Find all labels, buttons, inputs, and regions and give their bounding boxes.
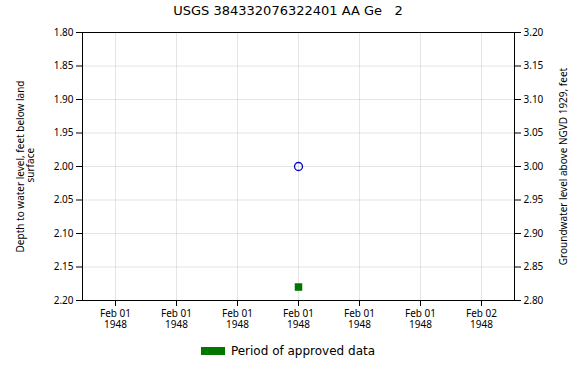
svg-text:1.90: 1.90	[54, 92, 74, 106]
svg-text:Groundwater level above NGVD 1: Groundwater level above NGVD 1929, feet	[556, 67, 570, 265]
svg-text:3.10: 3.10	[524, 92, 544, 106]
svg-text:Feb 011948: Feb 011948	[161, 306, 192, 331]
svg-text:Feb 011948: Feb 011948	[283, 306, 314, 331]
svg-text:3.05: 3.05	[524, 125, 544, 139]
svg-text:2.15: 2.15	[54, 259, 74, 273]
svg-text:Feb 011948: Feb 011948	[344, 306, 375, 331]
svg-text:2.20: 2.20	[54, 293, 74, 307]
svg-text:Feb 021948: Feb 021948	[466, 306, 497, 331]
svg-text:3.00: 3.00	[524, 159, 544, 173]
svg-text:Feb 011948: Feb 011948	[100, 306, 131, 331]
svg-text:2.05: 2.05	[54, 192, 74, 206]
svg-text:3.20: 3.20	[524, 25, 544, 39]
html-text:USGS 384332076322401 AA Ge 2: USGS 384332076322401 AA Ge 2	[173, 3, 403, 18]
svg-text:Feb 011948: Feb 011948	[222, 306, 253, 331]
svg-text:Feb 011948: Feb 011948	[405, 306, 436, 331]
svg-text:2.80: 2.80	[524, 293, 544, 307]
svg-text:2.85: 2.85	[524, 259, 544, 273]
svg-text:1.95: 1.95	[54, 125, 74, 139]
svg-text:2.90: 2.90	[524, 226, 544, 240]
svg-text:1.85: 1.85	[54, 58, 74, 72]
svg-text:2.10: 2.10	[54, 226, 74, 240]
svg-text:Depth to water level, feet bel: Depth to water level, feet below land su…	[13, 81, 37, 253]
svg-text:1.80: 1.80	[54, 25, 74, 39]
svg-text:2.00: 2.00	[54, 159, 74, 173]
html-text:Period of approved data: Period of approved data	[230, 344, 376, 358]
svg-text:3.15: 3.15	[524, 58, 544, 72]
svg-text:2.95: 2.95	[524, 192, 544, 206]
